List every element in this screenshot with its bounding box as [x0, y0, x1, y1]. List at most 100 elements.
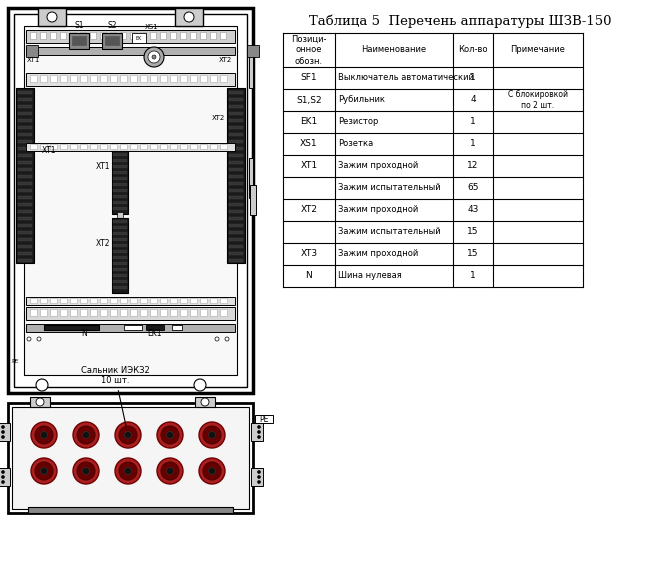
Text: Рубильник: Рубильник — [338, 95, 385, 105]
Bar — [113, 232, 127, 235]
Text: Таблица 5  Перечень аппаратуры ШЗВ-150: Таблица 5 Перечень аппаратуры ШЗВ-150 — [309, 15, 611, 28]
Text: 15: 15 — [468, 250, 479, 259]
Text: Зажим проходной: Зажим проходной — [338, 162, 419, 171]
Text: S1: S1 — [74, 21, 84, 30]
Bar — [110, 144, 117, 149]
Circle shape — [1, 480, 5, 484]
Bar — [38, 8, 66, 26]
Bar — [26, 297, 235, 305]
Bar — [60, 75, 67, 82]
Text: S1,S2: S1,S2 — [296, 95, 322, 105]
Bar — [200, 75, 207, 82]
Bar — [90, 32, 96, 39]
Bar — [195, 397, 215, 407]
Bar — [190, 309, 197, 316]
Bar — [229, 252, 243, 255]
Bar — [90, 309, 97, 316]
Bar — [26, 73, 235, 86]
Circle shape — [257, 436, 261, 438]
Bar — [18, 175, 32, 178]
Bar — [190, 32, 196, 39]
Bar — [227, 88, 245, 263]
Bar — [170, 309, 177, 316]
Text: SF1: SF1 — [300, 73, 317, 82]
Bar — [113, 201, 127, 204]
Bar — [18, 182, 32, 185]
Bar — [113, 195, 127, 198]
Bar — [40, 32, 46, 39]
Bar — [100, 309, 107, 316]
Text: Шина нулевая: Шина нулевая — [338, 272, 402, 280]
Bar — [113, 165, 127, 168]
Bar — [30, 397, 50, 407]
Bar — [16, 88, 34, 263]
Circle shape — [208, 467, 215, 475]
Circle shape — [77, 462, 95, 480]
Text: XT1: XT1 — [27, 57, 40, 63]
Bar — [229, 189, 243, 192]
Bar — [40, 75, 47, 82]
Text: XT2: XT2 — [95, 239, 110, 248]
Circle shape — [27, 337, 31, 341]
Bar — [110, 309, 117, 316]
Bar — [150, 144, 157, 149]
Circle shape — [225, 337, 229, 341]
Bar — [229, 196, 243, 199]
Bar — [60, 309, 67, 316]
Bar — [30, 32, 36, 39]
Bar — [113, 268, 127, 271]
Bar — [70, 75, 77, 82]
Text: Зажим проходной: Зажим проходной — [338, 206, 419, 215]
Bar — [60, 32, 66, 39]
Circle shape — [31, 422, 57, 448]
Circle shape — [119, 462, 137, 480]
Circle shape — [37, 337, 41, 341]
Bar — [146, 325, 164, 330]
Bar — [229, 147, 243, 150]
Bar — [251, 423, 263, 441]
Bar — [229, 119, 243, 122]
Bar — [112, 151, 128, 214]
Bar — [180, 309, 187, 316]
Bar — [175, 8, 203, 26]
Bar — [140, 32, 146, 39]
Bar — [190, 298, 197, 303]
Bar — [113, 153, 127, 156]
Circle shape — [125, 467, 131, 475]
Bar — [80, 144, 87, 149]
Text: N: N — [81, 329, 87, 338]
Bar — [113, 238, 127, 241]
Bar — [113, 189, 127, 192]
Text: 12: 12 — [468, 162, 479, 171]
Bar — [110, 32, 116, 39]
Bar — [80, 32, 86, 39]
Text: PE: PE — [259, 415, 268, 424]
Bar — [113, 256, 127, 259]
Bar — [18, 133, 32, 136]
Bar — [220, 75, 227, 82]
Bar — [26, 307, 235, 320]
Circle shape — [257, 471, 261, 473]
Bar — [60, 298, 67, 303]
Bar — [40, 298, 47, 303]
Circle shape — [125, 432, 131, 438]
Circle shape — [1, 425, 5, 428]
Bar — [80, 298, 87, 303]
Bar — [80, 309, 87, 316]
Bar — [70, 144, 77, 149]
Circle shape — [194, 379, 206, 391]
Text: PE: PE — [11, 359, 18, 364]
Text: XT2: XT2 — [300, 206, 317, 215]
Circle shape — [1, 476, 5, 479]
Circle shape — [73, 458, 99, 484]
Bar — [100, 75, 107, 82]
Bar — [229, 245, 243, 248]
Circle shape — [35, 426, 53, 444]
Bar — [80, 75, 87, 82]
Bar — [130, 309, 137, 316]
Bar — [170, 32, 176, 39]
Bar — [229, 259, 243, 262]
Bar — [110, 298, 117, 303]
Circle shape — [215, 337, 219, 341]
Bar — [113, 280, 127, 283]
